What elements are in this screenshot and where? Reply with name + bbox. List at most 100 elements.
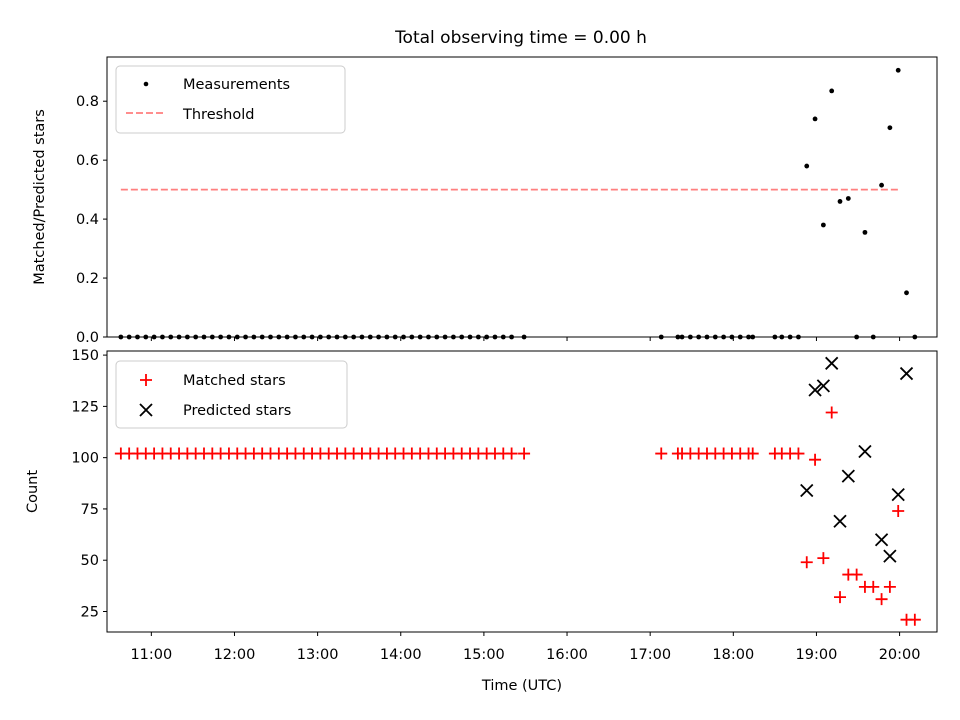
measurement-point xyxy=(787,334,793,340)
matched-star-marker xyxy=(518,447,531,460)
predicted-star-marker xyxy=(891,487,905,502)
count-panel: 25 50 75 100 125 150 11:00 12:00 13:00 14:00 15:00… xyxy=(25,348,938,694)
ratio-y-tick-label: 0.6 xyxy=(76,153,99,169)
measurement-point xyxy=(176,334,182,340)
count-x-tick-label: 16:00 xyxy=(546,647,588,663)
count-y-tick-label: 150 xyxy=(71,348,99,364)
predicted-star-marker xyxy=(899,366,914,381)
measurement-point xyxy=(135,334,140,340)
matched-legend-marker xyxy=(140,374,152,386)
measurement-point xyxy=(658,334,664,340)
count-x-tick-label: 11:00 xyxy=(130,647,172,663)
matched-star-marker xyxy=(875,593,888,606)
measurement-point xyxy=(687,334,693,340)
count-legend: Matched stars Predicted stars xyxy=(115,360,348,429)
chart-title: Total observing time = 0.00 h xyxy=(394,28,647,48)
count-x-tick-label: 12:00 xyxy=(214,647,256,663)
measurement-point xyxy=(829,88,835,94)
measurement-point xyxy=(729,334,735,340)
measurement-point xyxy=(151,334,157,340)
measurement-point xyxy=(193,334,199,340)
measurements-legend-marker xyxy=(143,81,149,87)
ratio-y-axis-label: Matched/Predicted stars xyxy=(32,109,48,285)
measurement-point xyxy=(459,334,465,340)
measurement-point xyxy=(409,334,415,340)
measurement-point xyxy=(334,334,340,340)
measurement-point xyxy=(367,334,373,340)
predicted-legend-marker xyxy=(139,403,153,417)
count-x-tick-label: 18:00 xyxy=(712,647,754,663)
predicted-star-marker xyxy=(816,379,831,393)
measurement-point xyxy=(870,334,876,340)
measurement-point xyxy=(521,334,527,340)
count-y-tick-label: 125 xyxy=(71,399,99,415)
measurement-point xyxy=(426,334,431,340)
matched-legend-label: Matched stars xyxy=(183,373,286,389)
measurement-point xyxy=(904,290,909,296)
measurement-point xyxy=(201,334,207,340)
measurement-point xyxy=(779,334,785,340)
ratio-legend: Measurements Threshold xyxy=(115,65,346,134)
measurement-point xyxy=(301,334,307,340)
count-x-tick-label: 20:00 xyxy=(879,647,921,663)
matched-star-marker xyxy=(883,580,896,593)
count-axes-frame xyxy=(106,350,938,633)
predicted-legend-label: Predicted stars xyxy=(183,403,291,419)
measurement-point xyxy=(376,334,381,340)
measurement-point xyxy=(837,199,843,204)
count-x-tick-label: 15:00 xyxy=(463,647,505,663)
measurement-point xyxy=(342,334,348,340)
count-y-tick-label: 75 xyxy=(81,502,99,518)
measurement-point xyxy=(126,334,132,340)
measurement-point xyxy=(118,334,124,340)
predicted-star-marker xyxy=(800,483,814,498)
matched-star-marker xyxy=(867,580,880,593)
measurement-point xyxy=(704,334,710,340)
measurement-point xyxy=(509,334,515,340)
measurement-point xyxy=(879,182,884,188)
measurement-point xyxy=(401,334,406,340)
count-y-tick-label: 25 xyxy=(81,604,99,620)
predicted-star-marker xyxy=(825,356,839,370)
ratio-panel: 0.00.20.40.60.8 Matched/Predicted stars … xyxy=(32,56,938,346)
measurement-point xyxy=(492,334,498,340)
measurement-point xyxy=(451,334,456,340)
measurement-point xyxy=(276,334,282,340)
measurement-point xyxy=(675,334,681,340)
count-x-tick-label: 17:00 xyxy=(629,647,671,663)
matched-star-marker xyxy=(746,447,759,460)
measurement-point xyxy=(746,334,751,340)
matched-star-marker xyxy=(655,447,668,460)
count-legend-box xyxy=(115,360,348,429)
measurement-point xyxy=(268,334,273,340)
measurement-point xyxy=(184,334,190,340)
measurement-point xyxy=(351,334,357,340)
measurement-point xyxy=(500,334,506,340)
measurement-point xyxy=(845,196,851,201)
measurement-point xyxy=(442,334,448,340)
count-y-tick-label: 50 xyxy=(81,553,99,569)
count-x-tick-label: 13:00 xyxy=(297,647,339,663)
measurement-point xyxy=(696,334,702,340)
measurement-point xyxy=(160,334,165,340)
measurement-point xyxy=(804,163,810,169)
measurement-point xyxy=(862,229,868,235)
measurement-point xyxy=(796,334,801,340)
measurement-point xyxy=(772,334,778,340)
ratio-y-tick-label: 0.0 xyxy=(76,330,99,346)
predicted-star-marker xyxy=(858,444,872,459)
measurement-point xyxy=(750,334,756,340)
predicted-star-marker xyxy=(841,469,855,483)
measurement-point xyxy=(326,334,332,340)
measurement-point xyxy=(392,334,398,340)
matched-star-marker xyxy=(825,406,838,419)
matched-star-marker xyxy=(817,552,830,565)
measurements-legend-label: Measurements xyxy=(183,77,290,93)
matched-star-marker xyxy=(908,613,921,626)
measurement-point xyxy=(259,334,265,340)
measurement-point xyxy=(484,334,490,340)
measurement-point xyxy=(721,334,727,340)
predicted-star-marker xyxy=(874,533,889,547)
matched-star-marker xyxy=(850,568,863,581)
measurement-point xyxy=(679,334,685,340)
